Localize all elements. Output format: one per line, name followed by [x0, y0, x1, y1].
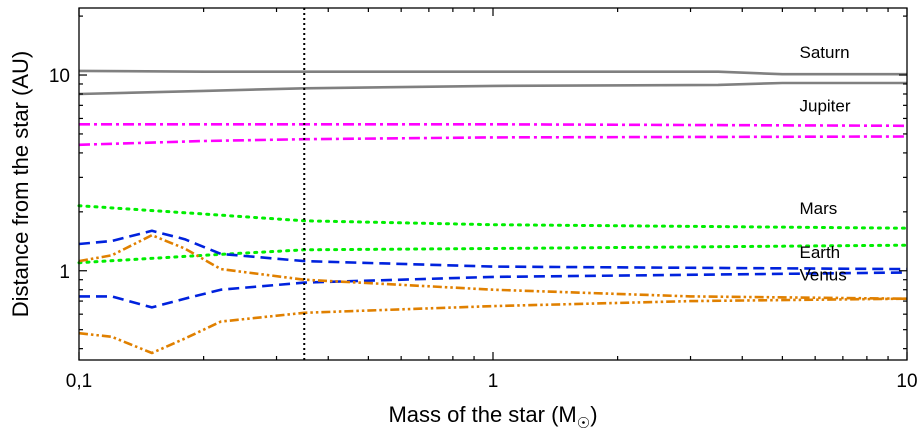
- x-tick-label: 1: [488, 371, 499, 392]
- annotation-layer: Saturn Jupiter Mars Earth Venus: [800, 43, 851, 285]
- x-tick-label: 10: [896, 371, 917, 392]
- label-earth: Earth: [800, 243, 841, 262]
- tick-layer: 0,1 1 10 1 10: [49, 8, 918, 392]
- series-line-saturn-inner: [78, 81, 907, 96]
- series-line-saturn-outer: [78, 69, 907, 76]
- series-line-mars-outer: [77, 204, 909, 230]
- series-line-jupiter-outer: [79, 123, 908, 128]
- y-tick-label: 10: [49, 66, 70, 87]
- y-axis-label: Distance from the star (AU): [8, 51, 33, 318]
- y-tick-label: 1: [59, 262, 70, 283]
- plot-frame: [78, 7, 908, 361]
- label-jupiter: Jupiter: [800, 97, 851, 116]
- series-line-venus-outer: [78, 233, 908, 300]
- x-axis-label: Mass of the star (M☉): [388, 402, 597, 432]
- series-line-jupiter-inner: [78, 135, 908, 147]
- label-mars: Mars: [800, 199, 838, 218]
- series-line-venus-inner: [78, 297, 908, 355]
- series-layer: [77, 69, 909, 355]
- series-line-earth-outer: [78, 229, 908, 271]
- series-line-earth-inner: [79, 271, 908, 309]
- label-saturn: Saturn: [800, 43, 850, 62]
- label-venus: Venus: [800, 266, 847, 285]
- x-tick-label: 0,1: [66, 371, 92, 392]
